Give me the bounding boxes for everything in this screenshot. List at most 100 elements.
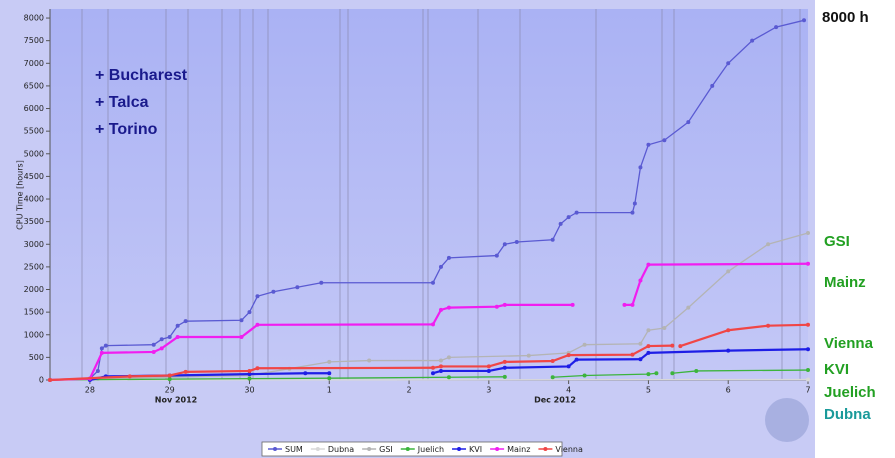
event-lines [81, 9, 801, 380]
point [167, 335, 172, 340]
legend-swatch [543, 447, 548, 451]
y-tick-label: 2500 [24, 262, 44, 271]
point [806, 368, 810, 373]
point [566, 364, 571, 369]
side-label: GSI [824, 233, 850, 250]
point [486, 368, 491, 373]
point [319, 280, 324, 285]
legend-swatch [405, 447, 410, 451]
point [646, 328, 651, 333]
point [438, 307, 443, 312]
point [502, 359, 507, 364]
point [646, 350, 651, 355]
point [806, 377, 810, 382]
point [183, 319, 188, 324]
legend-swatch [367, 447, 372, 451]
point [327, 376, 332, 381]
point [127, 374, 132, 379]
point [670, 343, 675, 348]
point [550, 237, 555, 242]
point [494, 253, 499, 258]
point [806, 261, 810, 266]
point [151, 342, 156, 347]
legend-label: Vienna [555, 445, 583, 454]
point [159, 346, 164, 351]
legend-label: GSI [379, 445, 393, 454]
point [430, 371, 435, 376]
y-tick-label: 8000 [24, 14, 44, 23]
point [367, 358, 372, 363]
point [726, 348, 731, 353]
y-tick-label: 1500 [24, 308, 44, 317]
point [255, 366, 260, 371]
point [438, 264, 443, 269]
legend-label: Mainz [507, 445, 530, 454]
y-tick-label: 0 [39, 376, 44, 385]
point [247, 372, 252, 377]
point [502, 302, 507, 307]
point [806, 230, 810, 235]
side-label: Mainz [824, 274, 866, 291]
y-tick-label: 7000 [24, 59, 44, 68]
y-tick-label: 3000 [24, 240, 44, 249]
y-tick-label: 5500 [24, 127, 44, 136]
point [558, 221, 563, 226]
legend-label: KVI [469, 445, 482, 454]
point [103, 343, 108, 348]
point [726, 328, 731, 333]
point [239, 335, 244, 340]
series-line [432, 348, 809, 375]
x-tick-label: 6 [726, 386, 731, 395]
y-tick-label: 500 [29, 353, 44, 362]
point [247, 310, 252, 315]
point [630, 210, 635, 215]
point [430, 365, 435, 370]
point [255, 322, 260, 327]
point [502, 374, 507, 379]
series-line [552, 372, 657, 378]
point [151, 349, 156, 354]
point [327, 359, 332, 364]
legend-swatch [457, 447, 462, 451]
point [802, 18, 807, 23]
y-tick-label: 1000 [24, 330, 44, 339]
legend-swatch [495, 447, 500, 451]
point [686, 305, 691, 310]
y-tick-label: 6000 [24, 104, 44, 113]
point [446, 355, 451, 360]
side-label: Vienna [824, 335, 874, 352]
point [630, 352, 635, 357]
point [430, 322, 435, 327]
point [766, 242, 771, 247]
point [255, 294, 260, 299]
point [622, 302, 627, 307]
point [502, 365, 507, 370]
point [750, 38, 755, 43]
point [550, 358, 555, 363]
point [806, 347, 810, 352]
point [438, 358, 443, 363]
point [566, 215, 571, 220]
plot-area [50, 9, 808, 380]
point [638, 165, 643, 170]
point [638, 278, 643, 283]
point [48, 378, 52, 382]
point [159, 337, 164, 342]
point [446, 375, 451, 380]
month-label: Dec 2012 [534, 396, 576, 405]
x-tick-label: 1 [327, 386, 332, 395]
annotation: + Torino [95, 121, 158, 138]
point [430, 280, 435, 285]
y-tick-label: 3500 [24, 217, 44, 226]
legend-swatch [273, 447, 277, 451]
series-line [49, 303, 573, 382]
point [247, 376, 252, 381]
point [662, 138, 667, 143]
point [632, 201, 637, 206]
side-label: Dubna [824, 406, 871, 423]
annotation: + Talca [95, 94, 149, 111]
point [646, 344, 651, 349]
x-tick-label: 29 [165, 386, 175, 395]
point [582, 373, 587, 378]
